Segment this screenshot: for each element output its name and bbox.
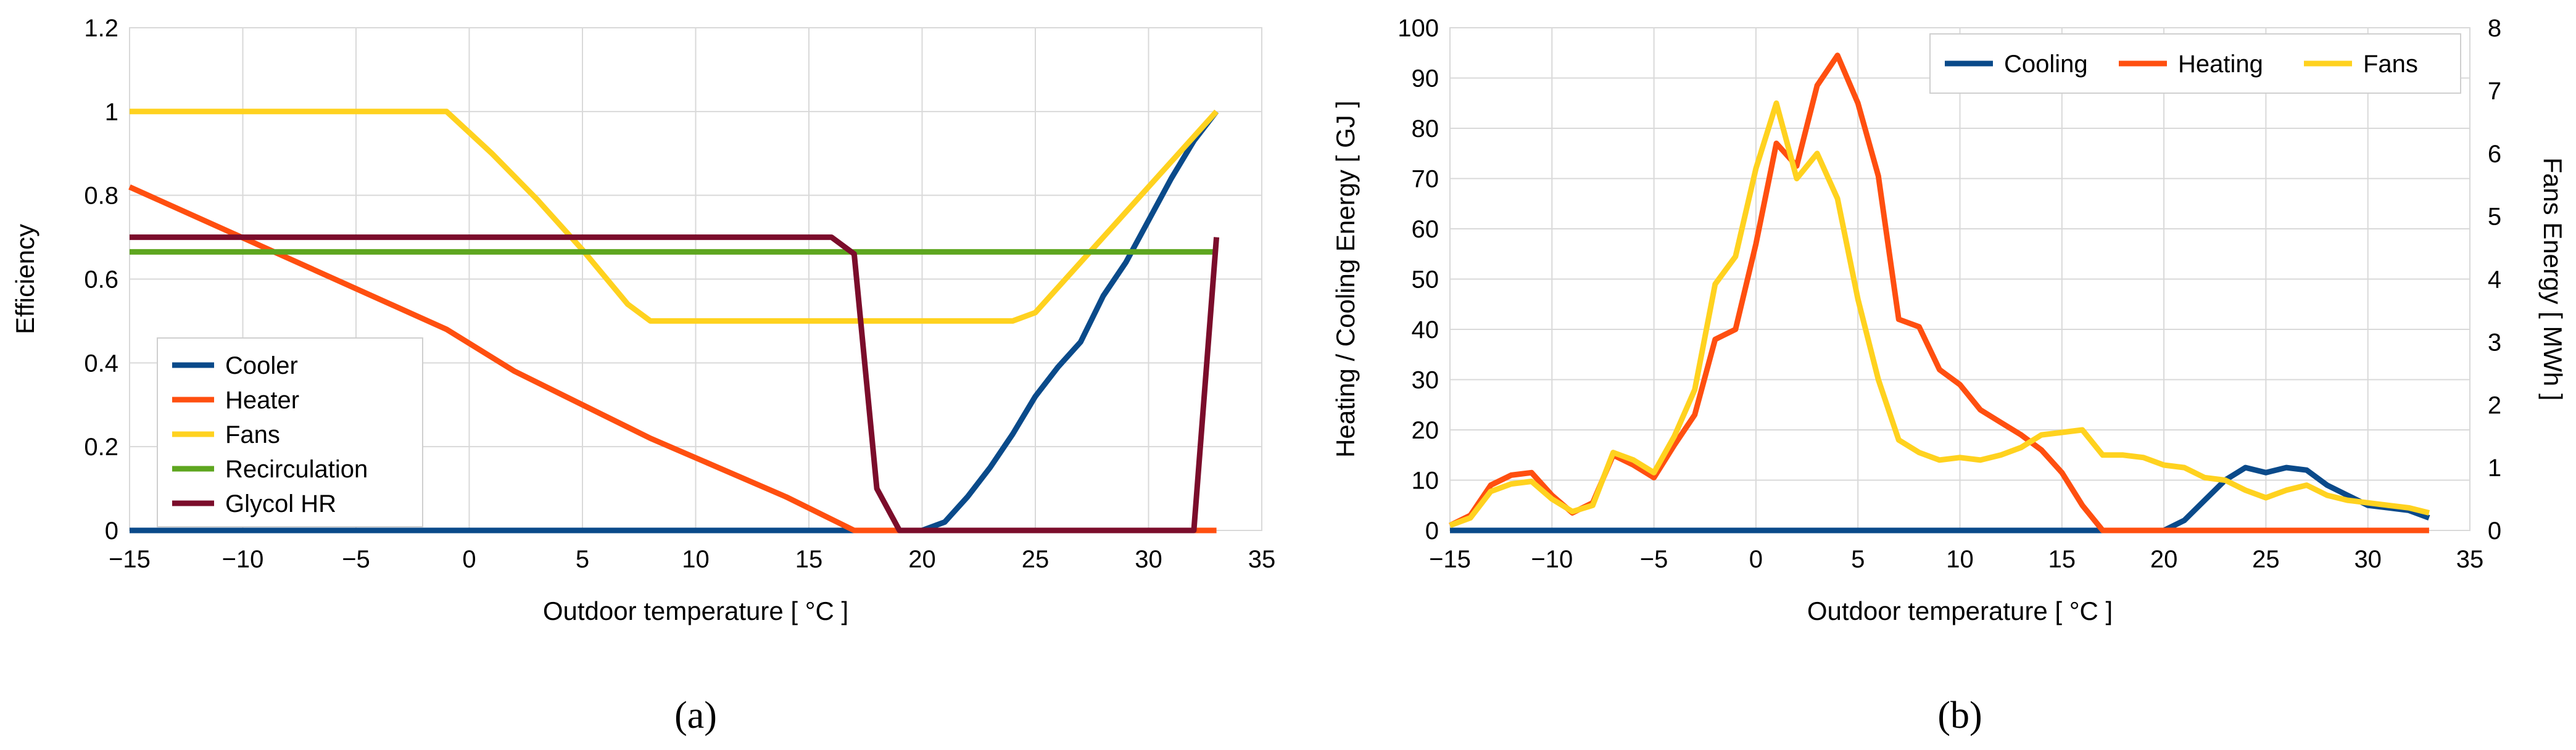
x-axis-label: Outdoor temperature [ °C ] [543, 596, 848, 625]
panel-b-energy-chart: −15 −10 −5 0 5 10 15 20 25 30 35010203040506070809… [1331, 15, 2567, 736]
y2-tick-label: 2 [2488, 392, 2501, 419]
x-tick-label: 0 [1749, 546, 1763, 573]
legend-label-heater: Heater [225, 387, 299, 414]
legend-label-heating: Heating [2178, 51, 2263, 78]
y-tick-label: 50 [1412, 266, 1439, 294]
legend-label-fans: Fans [225, 421, 280, 448]
y2-tick-label: 1 [2488, 455, 2501, 482]
y2-tick-label: 5 [2488, 204, 2501, 231]
legend-label-recirculation: Recirculation [225, 456, 368, 483]
y-tick-label: 1 [105, 99, 118, 126]
y-tick-label: 0.2 [84, 434, 118, 461]
x-tick-label: −15 [1429, 546, 1471, 573]
y2-tick-label: 3 [2488, 329, 2501, 356]
x-tick-label: 15 [795, 546, 823, 573]
y-tick-label: 90 [1412, 65, 1439, 93]
y2-tick-label: 6 [2488, 141, 2501, 168]
y-axis-label: Heating / Cooling Energy [ GJ ] [1331, 101, 1360, 458]
x-tick-label: −15 [109, 546, 151, 573]
x-tick-label: 25 [2252, 546, 2280, 573]
x-axis-label: Outdoor temperature [ °C ] [1807, 596, 2113, 625]
panel-label: (a) [674, 694, 717, 736]
y-tick-label: 1.2 [84, 15, 118, 42]
y2-tick-label: 0 [2488, 517, 2501, 545]
y-tick-label: 0 [105, 517, 118, 545]
y2-axis-label: Fans Energy [ MWh ] [2538, 157, 2567, 400]
y-tick-label: 60 [1412, 216, 1439, 243]
x-tick-label: 35 [1248, 546, 1276, 573]
series-line-glycol-hr [130, 234, 1220, 534]
y-tick-label: 0 [1425, 517, 1439, 545]
x-tick-label: −10 [1531, 546, 1573, 573]
x-tick-label: 0 [462, 546, 476, 573]
x-tick-label: −10 [222, 546, 264, 573]
legend-label-cooler: Cooler [225, 352, 298, 379]
y-tick-label: 0.6 [84, 266, 118, 294]
x-tick-label: 15 [2048, 546, 2076, 573]
y2-tick-label: 7 [2488, 78, 2501, 105]
x-tick-label: 20 [908, 546, 936, 573]
x-tick-label: 10 [1946, 546, 1974, 573]
x-tick-label: 30 [2354, 546, 2382, 573]
legend-box [1929, 33, 2461, 94]
x-tick-label: 5 [1851, 546, 1865, 573]
x-tick-label: 25 [1022, 546, 1050, 573]
y-axis-label: Efficiency [10, 224, 39, 334]
series-line-fans [1449, 100, 2430, 529]
legend-label-glycol-hr: Glycol HR [225, 490, 336, 517]
panel-label: (b) [1937, 694, 1982, 736]
x-tick-label: 10 [682, 546, 710, 573]
y-tick-label: 80 [1412, 115, 1439, 142]
y-tick-label: 70 [1412, 166, 1439, 193]
y-tick-label: 20 [1412, 417, 1439, 444]
y-tick-label: 100 [1398, 15, 1439, 42]
x-tick-label: −5 [1640, 546, 1668, 573]
y-tick-label: 10 [1412, 468, 1439, 495]
legend-label-cooling: Cooling [2004, 51, 2088, 78]
x-tick-label: −5 [342, 546, 370, 573]
legend-label-fans: Fans [2363, 51, 2418, 78]
y-tick-label: 30 [1412, 367, 1439, 394]
y-tick-label: 0.8 [84, 183, 118, 210]
series-line-heater [128, 184, 1217, 534]
y-tick-label: 0.4 [84, 350, 118, 377]
x-tick-label: 5 [576, 546, 589, 573]
series-line-cooler [130, 110, 1219, 534]
y-tick-label: 40 [1412, 316, 1439, 344]
y2-tick-label: 4 [2488, 266, 2501, 294]
x-tick-label: 35 [2456, 546, 2484, 573]
x-tick-label: 20 [2150, 546, 2178, 573]
series-line-fans [130, 109, 1219, 324]
x-tick-label: 30 [1135, 546, 1162, 573]
panel-a-efficiency-chart: −15 −10 −5 0 5 10 15 20 25 30 35 0 0.2 0.4 0.6 0.8 1 1.2 O… [10, 15, 1275, 736]
y2-tick-label: 8 [2488, 15, 2501, 42]
